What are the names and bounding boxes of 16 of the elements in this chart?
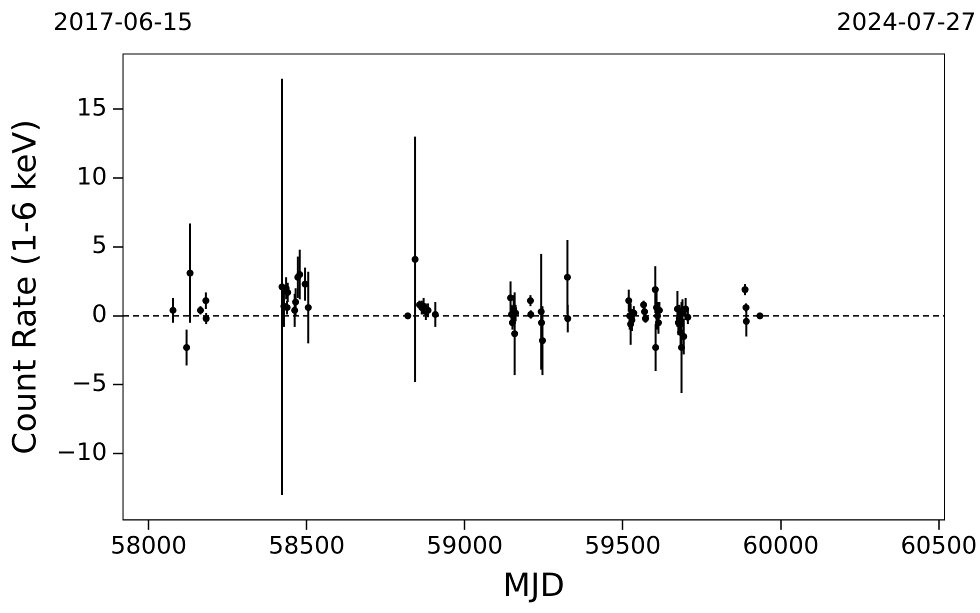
y-tick-label: 0	[92, 300, 108, 328]
x-tick-label: 60000	[742, 531, 819, 560]
y-axis-title: Count Rate (1-6 keV)	[6, 119, 44, 454]
y-tick-label: 5	[92, 231, 108, 260]
y-tick-label: −10	[56, 438, 108, 466]
x-tick-label: 59000	[426, 531, 503, 560]
text: 2017-06-15	[53, 8, 193, 36]
x-tick-label: 58500	[268, 531, 345, 560]
text: 2024-07-27	[836, 8, 976, 36]
x-tick-label: 59500	[584, 531, 661, 560]
y-tick-label: 10	[76, 162, 108, 190]
y-tick-label: −5	[72, 368, 108, 397]
y-tick-label: 15	[76, 93, 108, 122]
x-tick-label: 58000	[110, 531, 187, 560]
x-axis-title: MJD	[502, 566, 565, 604]
x-tick-label: 60500	[900, 531, 977, 560]
